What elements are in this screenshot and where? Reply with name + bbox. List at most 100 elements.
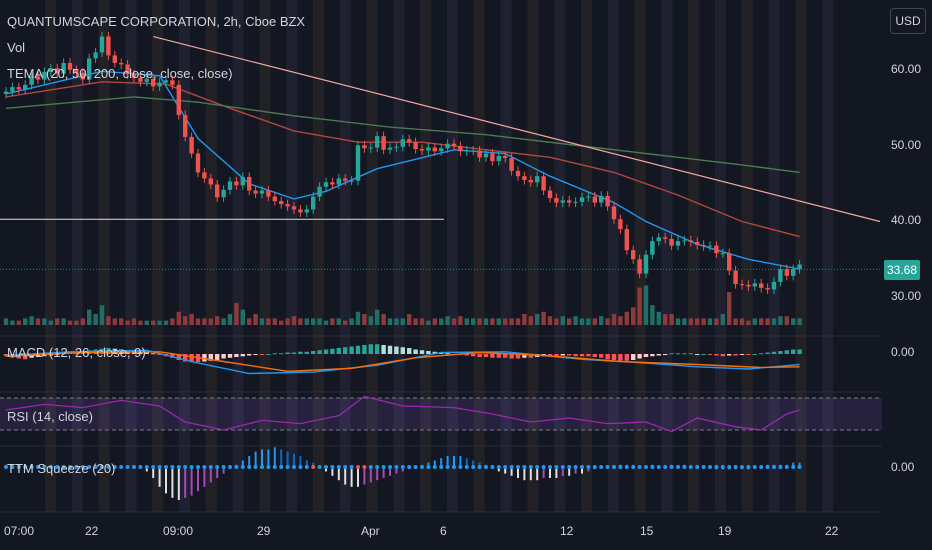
volume-bar <box>195 318 201 325</box>
ttm-squeeze-dot <box>708 465 712 469</box>
volume-bar <box>567 318 572 325</box>
candle-body <box>624 229 629 251</box>
volume-bar <box>586 318 591 325</box>
volume-bar <box>240 309 245 325</box>
ttm-squeeze-dot <box>644 465 648 469</box>
macd-histogram-bar <box>464 354 469 356</box>
currency-button[interactable]: USD <box>890 8 926 34</box>
candle-body <box>67 62 73 70</box>
ttm-squeeze-dot <box>343 465 348 469</box>
ttm-squeeze-dot <box>452 465 456 469</box>
candle-body <box>80 72 85 80</box>
candle-body <box>771 281 777 290</box>
ttm-squeeze-dot <box>144 465 149 469</box>
time-tick: Apr <box>361 524 380 538</box>
volume-bar <box>106 316 111 325</box>
candle-body <box>727 253 732 271</box>
candle-body <box>176 84 181 116</box>
ttm-momentum-bar <box>536 467 539 481</box>
ttm-legend[interactable]: TTM Squeeze (20) <box>7 461 116 476</box>
ttm-squeeze-dot <box>106 465 111 469</box>
volume-bar <box>643 285 649 325</box>
volume-bar <box>151 320 156 325</box>
macd-histogram-bar <box>778 351 783 354</box>
candle-body <box>298 209 303 213</box>
ttm-squeeze-dot <box>528 465 533 469</box>
ttm-squeeze-dot <box>240 465 245 469</box>
macd-histogram-bar <box>586 354 591 357</box>
candle-body <box>323 182 329 187</box>
volume-bar <box>701 318 706 325</box>
volume-bar <box>285 318 290 325</box>
ttm-squeeze-dot <box>618 465 623 469</box>
ttm-momentum-bar <box>305 460 308 467</box>
volume-bar <box>490 318 495 325</box>
candle-body <box>464 150 469 152</box>
ttm-squeeze-dot <box>420 465 424 469</box>
candle-body <box>93 52 98 59</box>
session-band <box>527 0 539 512</box>
macd-histogram-bar <box>727 354 732 356</box>
volume-bar <box>759 318 764 325</box>
time-tick: 22 <box>825 524 839 538</box>
time-tick: 12 <box>560 524 574 538</box>
ttm-squeeze-dot <box>682 465 687 469</box>
tema-legend[interactable]: TEMA (20, 50, 200, close, close, close) <box>7 66 233 81</box>
volume-bar <box>387 318 393 325</box>
volume-bar <box>784 316 789 325</box>
candle-body <box>458 146 463 152</box>
volume-bar <box>170 318 175 325</box>
volume-bar <box>650 305 655 325</box>
ttm-squeeze-dot <box>432 465 437 469</box>
candle-body <box>74 69 79 73</box>
session-band <box>152 0 164 512</box>
volume-bar <box>771 318 777 325</box>
volume-bar <box>477 318 482 325</box>
macd-histogram-bar <box>362 345 367 354</box>
ttm-squeeze-dot <box>388 465 392 469</box>
session-band <box>393 0 405 512</box>
macd-histogram-bar <box>151 353 156 355</box>
volume-bar <box>739 318 745 325</box>
macd-histogram-bar <box>400 347 405 354</box>
macd-histogram-bar <box>176 354 181 360</box>
volume-legend[interactable]: Vol <box>7 40 26 55</box>
session-band <box>313 0 324 512</box>
macd-histogram-bar <box>714 354 719 356</box>
candle-body <box>784 269 789 276</box>
tema-line <box>5 96 800 174</box>
symbol-title[interactable]: QUANTUMSCAPE CORPORATION, 2h, Cboe BZX <box>7 14 306 29</box>
candle-body <box>355 145 361 181</box>
volume-bar <box>714 318 719 325</box>
volume-bar <box>535 314 540 325</box>
macd-legend[interactable]: MACD (12, 26, close, 9) <box>7 345 146 360</box>
volume-bar <box>349 318 354 325</box>
volume-bar <box>554 318 559 325</box>
volume-bar <box>522 314 527 325</box>
volume-bar <box>579 318 585 325</box>
volume-bar <box>272 318 277 325</box>
ttm-momentum-bar <box>209 467 212 483</box>
volume-bar <box>208 318 213 325</box>
macd-histogram-bar <box>183 354 188 362</box>
volume-bar <box>355 311 361 325</box>
ttm-squeeze-dot <box>413 465 418 469</box>
candle-body <box>247 176 252 191</box>
ttm-momentum-bar <box>395 467 398 474</box>
ttm-squeeze-dot <box>170 465 175 469</box>
macd-histogram-bar <box>611 354 617 360</box>
candle-body <box>426 147 431 151</box>
candle-body <box>381 136 386 150</box>
ttm-momentum-bar <box>529 467 532 481</box>
ttm-squeeze-dot <box>16 465 21 469</box>
macd-histogram-bar <box>733 354 738 356</box>
session-band <box>795 0 807 512</box>
macd-histogram-bar <box>42 354 47 357</box>
ttm-momentum-bar <box>152 467 155 478</box>
candle-body <box>688 240 693 242</box>
rsi-legend[interactable]: RSI (14, close) <box>7 409 93 424</box>
candle-body <box>317 186 322 197</box>
ttm-squeeze-dot <box>740 465 744 469</box>
macd-histogram-bar <box>170 354 175 358</box>
